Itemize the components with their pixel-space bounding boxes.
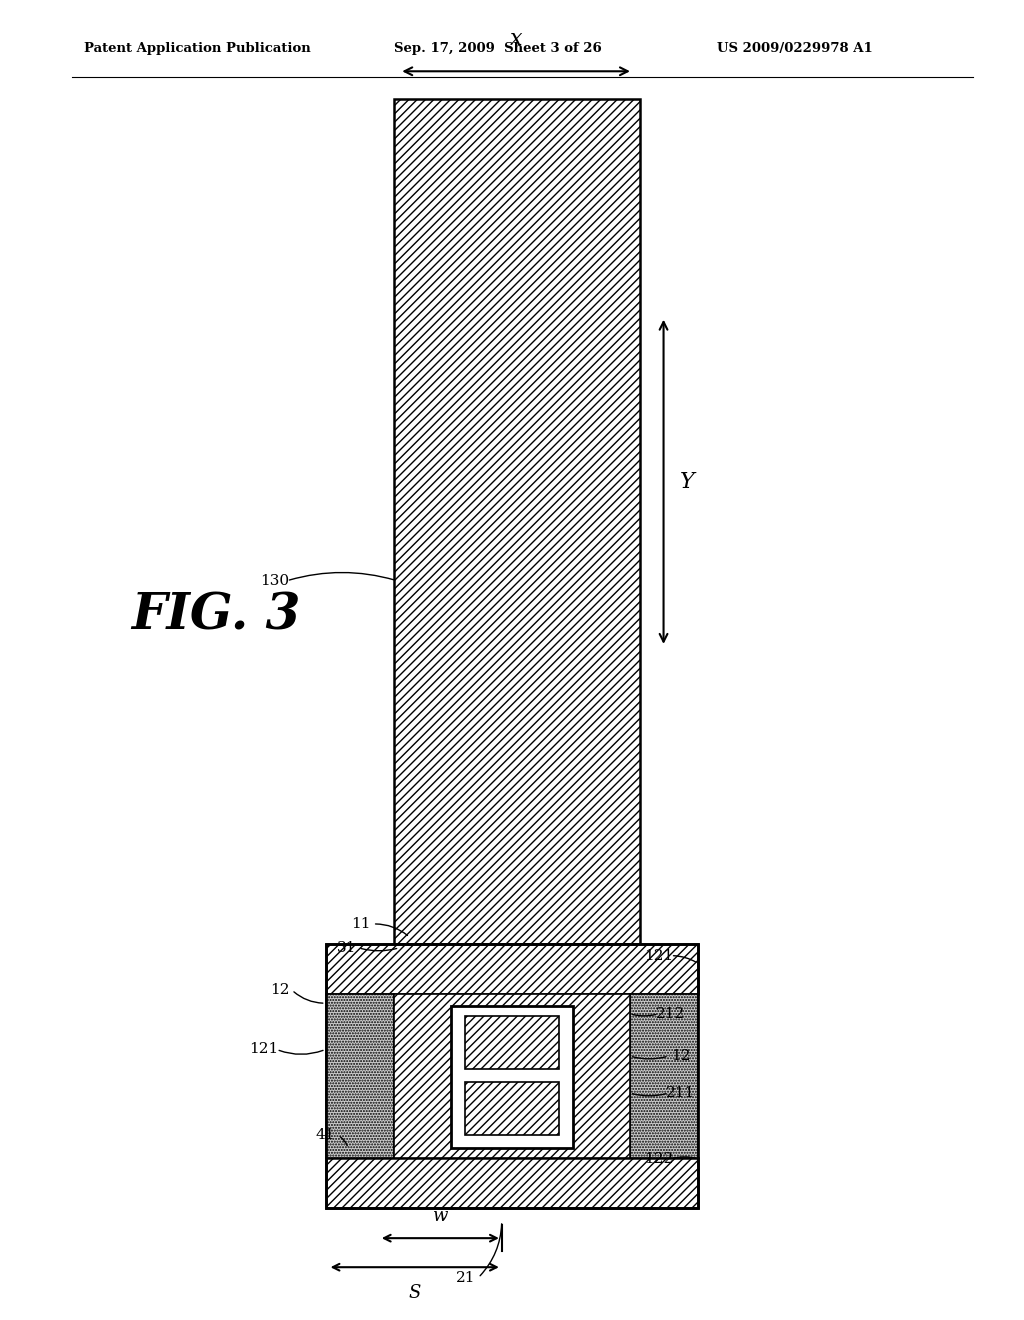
Text: 41: 41 <box>315 1129 336 1142</box>
Bar <box>326 1158 698 1208</box>
Text: FIG. 3: FIG. 3 <box>131 591 300 640</box>
Bar <box>326 994 394 1158</box>
Text: 212: 212 <box>656 1007 685 1020</box>
Bar <box>630 994 698 1158</box>
Bar <box>394 99 640 944</box>
Text: 121: 121 <box>250 1043 279 1056</box>
Text: 31: 31 <box>337 941 355 954</box>
Text: US 2009/0229978 A1: US 2009/0229978 A1 <box>717 42 872 55</box>
Bar <box>394 994 630 1158</box>
Bar <box>451 1006 573 1148</box>
Text: 211: 211 <box>667 1086 695 1100</box>
Text: 21: 21 <box>456 1271 476 1284</box>
Text: w: w <box>432 1206 449 1225</box>
Text: 130: 130 <box>260 574 289 587</box>
Bar <box>326 944 698 1208</box>
Text: 12: 12 <box>671 1049 691 1063</box>
Text: 12: 12 <box>269 983 290 997</box>
Text: S: S <box>409 1284 421 1303</box>
Text: Sep. 17, 2009  Sheet 3 of 26: Sep. 17, 2009 Sheet 3 of 26 <box>394 42 602 55</box>
Bar <box>465 1082 559 1135</box>
Text: 122: 122 <box>644 1152 673 1166</box>
Bar <box>465 1016 559 1069</box>
Text: x: x <box>510 28 522 50</box>
Text: 121: 121 <box>644 949 673 962</box>
Text: 11: 11 <box>350 917 371 931</box>
Bar <box>326 944 698 994</box>
Text: Y: Y <box>680 471 694 492</box>
Text: Patent Application Publication: Patent Application Publication <box>84 42 310 55</box>
